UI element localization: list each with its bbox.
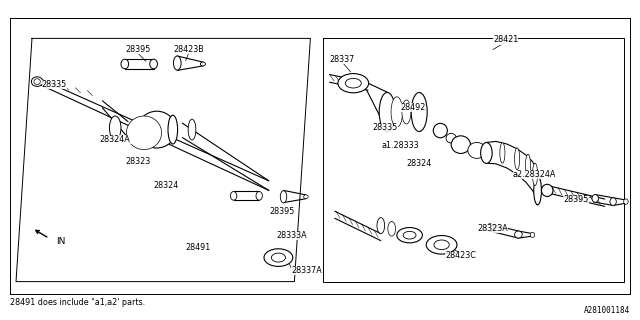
Ellipse shape xyxy=(230,191,237,200)
Ellipse shape xyxy=(500,143,505,163)
Ellipse shape xyxy=(534,176,541,205)
Text: 28395: 28395 xyxy=(125,45,150,54)
Ellipse shape xyxy=(468,142,486,158)
Ellipse shape xyxy=(150,59,157,69)
Text: 28323: 28323 xyxy=(125,157,150,166)
Ellipse shape xyxy=(532,163,538,186)
Ellipse shape xyxy=(433,123,447,138)
Text: 28492: 28492 xyxy=(400,103,426,112)
Text: 28324A: 28324A xyxy=(100,135,131,144)
Ellipse shape xyxy=(173,56,181,70)
Ellipse shape xyxy=(34,79,40,84)
Ellipse shape xyxy=(168,115,178,144)
Ellipse shape xyxy=(271,253,285,262)
Text: 28337A: 28337A xyxy=(291,266,322,275)
Ellipse shape xyxy=(200,62,205,66)
Ellipse shape xyxy=(121,59,129,69)
Ellipse shape xyxy=(525,154,531,178)
Text: 28324: 28324 xyxy=(154,181,179,190)
Text: 28323A: 28323A xyxy=(477,224,508,233)
Ellipse shape xyxy=(31,77,43,86)
Ellipse shape xyxy=(481,142,492,163)
Ellipse shape xyxy=(377,218,385,234)
Ellipse shape xyxy=(610,198,616,205)
Text: IN: IN xyxy=(56,237,65,246)
Ellipse shape xyxy=(530,232,535,237)
Ellipse shape xyxy=(303,195,308,199)
Ellipse shape xyxy=(256,191,262,200)
Text: 28491: 28491 xyxy=(186,244,211,252)
Text: 28395: 28395 xyxy=(269,207,294,216)
Ellipse shape xyxy=(515,231,522,238)
Text: a2.28324A: a2.28324A xyxy=(513,170,556,179)
Ellipse shape xyxy=(412,92,428,132)
Ellipse shape xyxy=(379,92,396,132)
Text: 28335: 28335 xyxy=(42,80,67,89)
Text: A281001184: A281001184 xyxy=(584,306,630,315)
Ellipse shape xyxy=(403,231,416,239)
Text: 28324: 28324 xyxy=(406,159,432,168)
Ellipse shape xyxy=(397,228,422,243)
Text: 28421: 28421 xyxy=(493,36,518,44)
Ellipse shape xyxy=(280,191,287,203)
Ellipse shape xyxy=(264,249,292,266)
Ellipse shape xyxy=(623,199,628,204)
Ellipse shape xyxy=(486,224,493,231)
Ellipse shape xyxy=(426,236,457,254)
Ellipse shape xyxy=(388,221,396,236)
Text: 28335: 28335 xyxy=(372,124,398,132)
Text: a1.28333: a1.28333 xyxy=(381,141,419,150)
Text: 28423C: 28423C xyxy=(445,252,476,260)
Ellipse shape xyxy=(446,133,456,143)
Ellipse shape xyxy=(541,184,553,196)
Ellipse shape xyxy=(515,148,520,170)
Ellipse shape xyxy=(402,100,411,124)
Ellipse shape xyxy=(109,116,121,140)
Ellipse shape xyxy=(338,74,369,93)
Text: 28491 does include "a1,a2' parts.: 28491 does include "a1,a2' parts. xyxy=(10,298,145,307)
Ellipse shape xyxy=(346,78,362,88)
Text: 28337: 28337 xyxy=(330,55,355,64)
Text: 28333A: 28333A xyxy=(276,231,307,240)
Ellipse shape xyxy=(391,97,403,127)
Text: 28423B: 28423B xyxy=(173,45,204,54)
Ellipse shape xyxy=(592,195,598,202)
Ellipse shape xyxy=(127,116,161,150)
Ellipse shape xyxy=(188,119,196,140)
Ellipse shape xyxy=(434,240,449,250)
Text: 28395: 28395 xyxy=(563,196,589,204)
Ellipse shape xyxy=(138,111,176,148)
Ellipse shape xyxy=(451,136,470,153)
